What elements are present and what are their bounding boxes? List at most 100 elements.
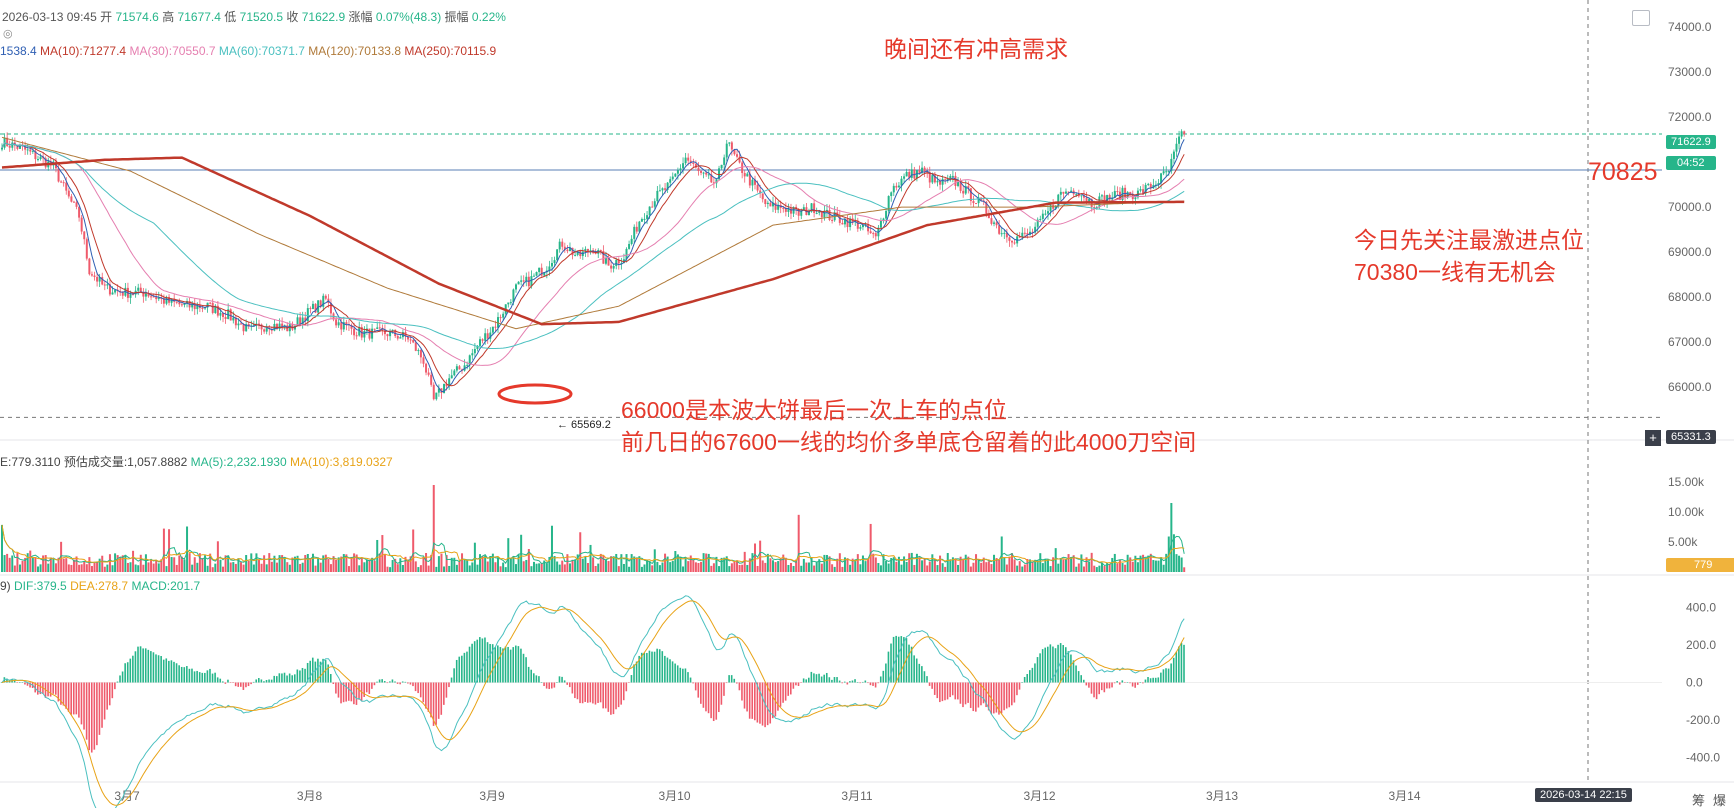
candle-body bbox=[761, 193, 764, 200]
footer-button-liquidation[interactable]: 爆 bbox=[1713, 793, 1727, 808]
volume-bar bbox=[1175, 554, 1178, 572]
candle-body bbox=[936, 180, 939, 183]
macd-histogram-bar bbox=[132, 655, 134, 683]
macd-histogram-bar bbox=[720, 682, 723, 705]
candle-body bbox=[1085, 197, 1088, 202]
macd-histogram-bar bbox=[756, 682, 759, 723]
candle-body bbox=[712, 182, 715, 184]
volume-bar bbox=[350, 556, 353, 572]
volume-bar bbox=[1031, 562, 1034, 572]
macd-histogram-bar bbox=[694, 682, 697, 691]
volume-bar bbox=[579, 532, 582, 572]
volume-bar bbox=[836, 558, 839, 572]
macd-histogram-bar bbox=[723, 682, 725, 696]
volume-bar bbox=[186, 526, 189, 572]
candle-body bbox=[88, 258, 91, 275]
volume-bar bbox=[923, 558, 926, 572]
candle-body bbox=[843, 219, 846, 225]
candle-body bbox=[1080, 195, 1083, 197]
macd-histogram-bar bbox=[712, 682, 715, 722]
macd-histogram-bar bbox=[869, 682, 872, 686]
candle-body bbox=[497, 317, 500, 328]
candle-body bbox=[568, 247, 571, 252]
macd-histogram-bar bbox=[142, 648, 144, 683]
volume-bar bbox=[954, 558, 957, 572]
eye-icon[interactable]: ◎ bbox=[3, 28, 13, 40]
candle-body bbox=[44, 158, 47, 168]
volume-bar bbox=[368, 559, 371, 572]
candle-body bbox=[661, 188, 664, 191]
candle-body bbox=[1149, 183, 1152, 189]
volume-bar bbox=[800, 565, 803, 572]
volume-bar bbox=[116, 555, 119, 572]
macd-histogram-bar bbox=[340, 682, 342, 704]
low-circle-marker bbox=[497, 383, 573, 405]
volume-bar bbox=[157, 563, 160, 572]
candle-body bbox=[214, 305, 217, 313]
macd-histogram-bar bbox=[358, 682, 360, 700]
volume-bar bbox=[556, 561, 559, 572]
volume-bar bbox=[764, 562, 767, 572]
add-level-button[interactable]: + bbox=[1645, 430, 1661, 446]
macd-histogram-bar bbox=[787, 682, 790, 696]
macd-histogram-bar bbox=[286, 675, 288, 683]
candle-body bbox=[676, 170, 679, 174]
candle-body bbox=[746, 173, 749, 177]
candle-body bbox=[201, 307, 204, 309]
macd-histogram-bar bbox=[666, 657, 669, 683]
candle-body bbox=[301, 317, 304, 325]
macd-histogram-bar bbox=[180, 666, 183, 683]
macd-histogram-bar bbox=[1144, 679, 1147, 683]
macd-histogram-bar bbox=[1134, 682, 1136, 688]
macd-histogram-bar bbox=[879, 676, 882, 683]
volume-bar bbox=[52, 558, 55, 572]
candle-body bbox=[1183, 131, 1186, 135]
macd-histogram-bar bbox=[592, 682, 594, 704]
volume-bar bbox=[1121, 563, 1124, 572]
macd-histogram-bar bbox=[628, 682, 630, 683]
candle-body bbox=[787, 208, 790, 212]
price-tick-label: 70000.0 bbox=[1668, 200, 1712, 214]
macd-histogram-bar bbox=[162, 659, 165, 683]
macd-histogram-bar bbox=[314, 661, 317, 683]
volume-bar bbox=[1046, 559, 1049, 572]
volume-bar bbox=[1118, 559, 1121, 572]
volume-bar bbox=[507, 538, 510, 572]
macd-histogram-bar bbox=[432, 682, 435, 726]
candle-body bbox=[643, 218, 646, 220]
macd-histogram-bar bbox=[437, 682, 440, 719]
macd-histogram-bar bbox=[586, 682, 589, 703]
macd-histogram-bar bbox=[1131, 682, 1134, 687]
time-tick-label: 3月8 bbox=[297, 789, 323, 803]
macd-histogram-bar bbox=[1093, 682, 1095, 698]
volume-bar bbox=[643, 564, 646, 572]
macd-histogram-bar bbox=[877, 682, 879, 684]
volume-bar bbox=[900, 564, 903, 572]
expand-icon[interactable] bbox=[1632, 10, 1650, 26]
macd-histogram-bar bbox=[671, 661, 674, 683]
macd-histogram-bar bbox=[630, 675, 633, 683]
volume-bar bbox=[769, 558, 772, 572]
volume-bar bbox=[93, 562, 96, 572]
macd-histogram-bar bbox=[597, 682, 599, 703]
footer-button-chips[interactable]: 筹 bbox=[1692, 793, 1706, 808]
candle-body bbox=[1165, 171, 1168, 173]
candle-body bbox=[6, 137, 9, 146]
volume-bar bbox=[332, 556, 335, 572]
macd-histogram-bar bbox=[700, 682, 702, 704]
macd-histogram-bar bbox=[874, 682, 877, 688]
volume-bar bbox=[756, 565, 759, 572]
ma-legend-item: MA(60):70371.7 bbox=[218, 44, 305, 58]
volume-bar bbox=[65, 558, 68, 572]
volume-bar bbox=[275, 562, 278, 572]
macd-histogram-bar bbox=[152, 652, 155, 683]
macd-histogram-bar bbox=[114, 682, 116, 690]
macd-histogram-bar bbox=[430, 682, 432, 718]
macd-histogram-bar bbox=[83, 682, 85, 730]
volume-bar bbox=[558, 564, 561, 572]
macd-histogram-bar bbox=[150, 651, 152, 683]
candle-body bbox=[1167, 171, 1170, 173]
candle-body bbox=[589, 250, 592, 252]
candle-body bbox=[620, 263, 623, 265]
